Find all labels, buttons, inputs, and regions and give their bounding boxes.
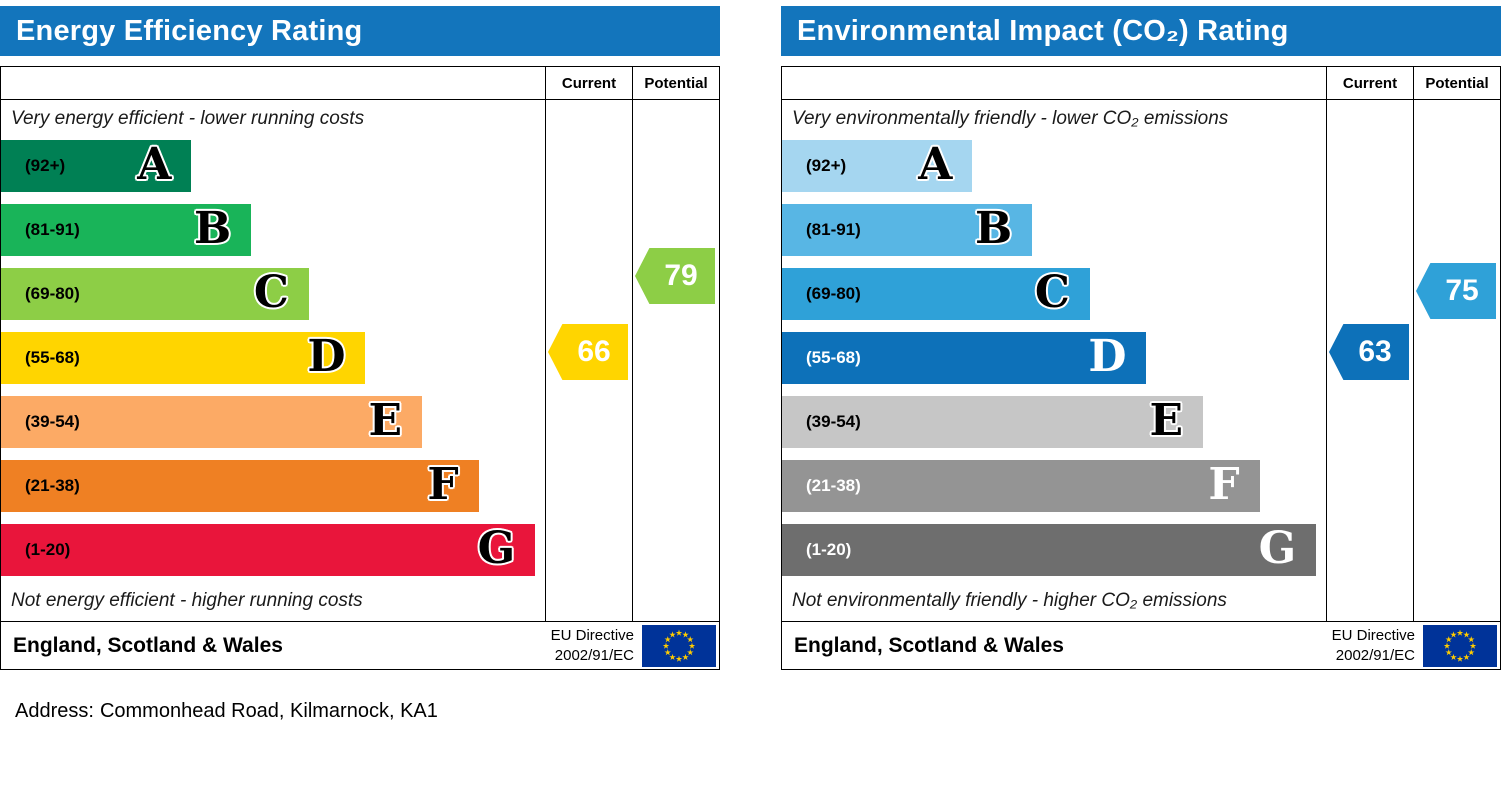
band-range-label: (21-38) <box>806 476 861 495</box>
eu-directive-label: EU Directive 2002/91/EC <box>551 626 634 665</box>
band-letter: B <box>975 203 1013 255</box>
bottom-caption: Not environmentally friendly - higher CO… <box>792 590 1227 611</box>
band-range-label: (81-91) <box>806 220 861 239</box>
chart-footer: England, Scotland & Wales EU Directive 2… <box>1 621 719 669</box>
band-range-label: (69-80) <box>25 284 80 303</box>
rating-band-b: (81-91) B <box>1 203 252 256</box>
potential-rating-pointer: 79 <box>635 248 715 304</box>
rating-bands-area: Very environmentally friendly - lower CO… <box>782 100 1326 621</box>
band-letter: D <box>1088 331 1127 383</box>
band-letter: E <box>1149 395 1184 447</box>
bottom-caption: Not energy efficient - higher running co… <box>11 590 363 611</box>
rating-band-b: (81-91) B <box>782 203 1033 256</box>
rating-band-f: (21-38) F <box>1 460 479 512</box>
potential-column-header: Potential <box>632 67 719 99</box>
band-letter: E <box>368 395 403 447</box>
region-label: England, Scotland & Wales <box>13 633 283 657</box>
potential-column-header: Potential <box>1413 67 1500 99</box>
region-label: England, Scotland & Wales <box>794 633 1064 657</box>
rating-band-e: (39-54) E <box>782 395 1204 448</box>
column-headers: Current Potential <box>782 67 1500 100</box>
energy-efficiency-panel: Energy Efficiency Rating Current Potenti… <box>0 6 720 670</box>
rating-band-c: (69-80) C <box>782 268 1090 320</box>
rating-band-g: (1-20) G <box>1 523 536 576</box>
chart-body: Very environmentally friendly - lower CO… <box>782 100 1500 621</box>
environmental-impact-panel: Environmental Impact (CO₂) Rating Curren… <box>781 6 1501 670</box>
rating-band-f: (21-38) F <box>782 460 1260 512</box>
band-letter: F <box>427 459 459 511</box>
band-letter: A <box>137 139 172 191</box>
band-range-label: (55-68) <box>25 348 80 367</box>
band-letter: G <box>477 523 516 575</box>
address-label: Address: <box>15 700 94 722</box>
top-caption: Very energy efficient - lower running co… <box>11 108 365 129</box>
band-range-label: (92+) <box>25 156 66 175</box>
potential-rating-pointer: 75 <box>1416 263 1496 319</box>
eu-directive-line2: 2002/91/EC <box>554 646 634 664</box>
rating-band-d: (55-68) D <box>782 331 1147 384</box>
band-letter: F <box>1208 459 1240 511</box>
band-range-label: (21-38) <box>25 476 80 495</box>
rating-band-a: (92+) A <box>782 139 973 192</box>
environmental-impact-chart: Current Potential Very environmentally f… <box>781 66 1501 670</box>
potential-rating-column: 75 <box>1413 100 1500 621</box>
band-letter: C <box>253 267 289 319</box>
band-range-label: (92+) <box>806 156 847 175</box>
column-header-spacer <box>782 67 1326 99</box>
current-column-header: Current <box>545 67 632 99</box>
eu-directive-line1: EU Directive <box>550 627 634 644</box>
band-letter: B <box>194 203 232 255</box>
address-value: Commonhead Road, Kilmarnock, KA1 <box>99 700 438 722</box>
eu-directive-label: EU Directive 2002/91/EC <box>1332 626 1415 665</box>
current-rating-column: 63 <box>1326 100 1413 621</box>
current-rating-pointer: 63 <box>1329 324 1409 380</box>
rating-band-d: (55-68) D <box>1 331 366 384</box>
environmental-impact-title: Environmental Impact (CO₂) Rating <box>781 6 1501 56</box>
band-letter: D <box>307 331 346 383</box>
band-range-label: (39-54) <box>25 412 80 431</box>
band-range-label: (81-91) <box>25 220 80 239</box>
column-headers: Current Potential <box>1 67 719 100</box>
energy-efficiency-title: Energy Efficiency Rating <box>0 6 720 56</box>
rating-band-c: (69-80) C <box>1 268 309 320</box>
current-column-header: Current <box>1326 67 1413 99</box>
rating-bands-area: Very energy efficient - lower running co… <box>1 100 545 621</box>
rating-band-g: (1-20) G <box>782 523 1317 576</box>
band-letter: A <box>918 139 953 191</box>
chart-body: Very energy efficient - lower running co… <box>1 100 719 621</box>
band-range-label: (55-68) <box>806 348 861 367</box>
eu-flag-icon <box>642 624 716 667</box>
rating-band-e: (39-54) E <box>1 395 423 448</box>
column-header-spacer <box>1 67 545 99</box>
band-letter: G <box>1258 523 1297 575</box>
rating-band-a: (92+) A <box>1 139 192 192</box>
energy-efficiency-chart: Current Potential Very energy efficient … <box>0 66 720 670</box>
top-caption: Very environmentally friendly - lower CO… <box>792 108 1229 129</box>
eu-directive-line1: EU Directive <box>1331 627 1415 644</box>
band-range-label: (39-54) <box>806 412 861 431</box>
current-rating-pointer: 66 <box>548 324 628 380</box>
address-line: Address: Commonhead Road, Kilmarnock, KA1 <box>15 700 438 723</box>
potential-rating-column: 79 <box>632 100 719 621</box>
band-range-label: (1-20) <box>25 540 71 559</box>
chart-footer: England, Scotland & Wales EU Directive 2… <box>782 621 1500 669</box>
eu-flag-icon <box>1423 624 1497 667</box>
band-range-label: (69-80) <box>806 284 861 303</box>
eu-directive-line2: 2002/91/EC <box>1335 646 1415 664</box>
band-range-label: (1-20) <box>806 540 852 559</box>
band-letter: C <box>1034 267 1070 319</box>
current-rating-column: 66 <box>545 100 632 621</box>
